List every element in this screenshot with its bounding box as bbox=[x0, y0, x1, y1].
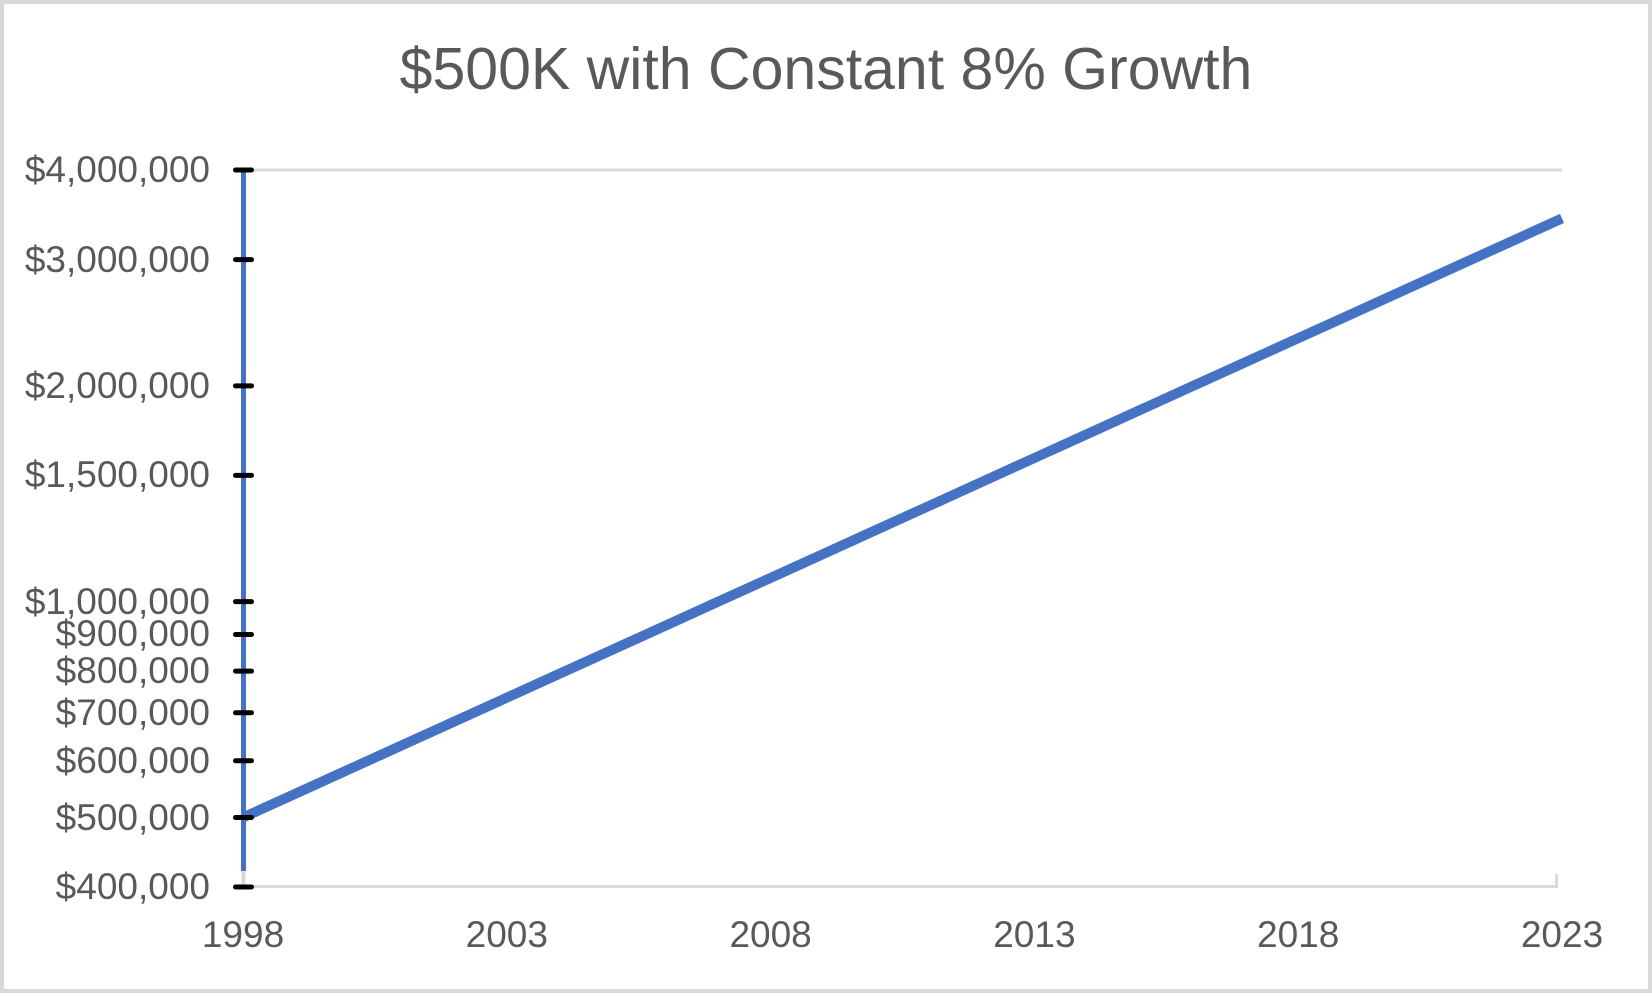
y-axis-tick bbox=[233, 668, 254, 674]
y-axis-label: $1,000,000 bbox=[24, 580, 210, 622]
y-axis-label: $500,000 bbox=[55, 796, 210, 838]
x-axis-label: 2003 bbox=[465, 914, 548, 955]
y-axis-label: $2,000,000 bbox=[24, 364, 210, 406]
y-axis-label: $600,000 bbox=[55, 739, 210, 781]
x-axis-line bbox=[243, 874, 1558, 888]
chart-title: $500K with Constant 8% Growth bbox=[399, 36, 1253, 102]
y-axis-label: $400,000 bbox=[55, 866, 210, 907]
y-axis-tick bbox=[233, 884, 254, 890]
y-axis-tick bbox=[233, 257, 254, 263]
y-axis-label: $1,500,000 bbox=[24, 454, 210, 496]
y-axis-tick bbox=[233, 758, 254, 764]
growth-line-series bbox=[240, 213, 1565, 823]
y-axis-label: $700,000 bbox=[55, 691, 210, 733]
x-axis-label: 1998 bbox=[201, 914, 285, 955]
y-axis-label: $3,000,000 bbox=[24, 238, 210, 280]
y-axis-tick bbox=[233, 815, 254, 821]
y-axis-tick bbox=[233, 599, 254, 605]
y-axis-tick bbox=[233, 472, 254, 478]
x-axis-label: 2008 bbox=[729, 914, 812, 955]
y-axis-tick bbox=[233, 710, 254, 716]
x-axis-label: 2018 bbox=[1257, 914, 1340, 955]
y-axis-tick bbox=[233, 383, 254, 389]
y-axis-label: $4,000,000 bbox=[24, 149, 210, 190]
x-axis-label: 2023 bbox=[1520, 914, 1604, 955]
y-axis-label: $900,000 bbox=[55, 613, 210, 655]
x-axis-label: 2013 bbox=[993, 914, 1076, 955]
y-axis-label: $800,000 bbox=[55, 650, 210, 692]
y-axis-tick bbox=[233, 631, 254, 637]
y-axis-tick bbox=[233, 167, 254, 173]
